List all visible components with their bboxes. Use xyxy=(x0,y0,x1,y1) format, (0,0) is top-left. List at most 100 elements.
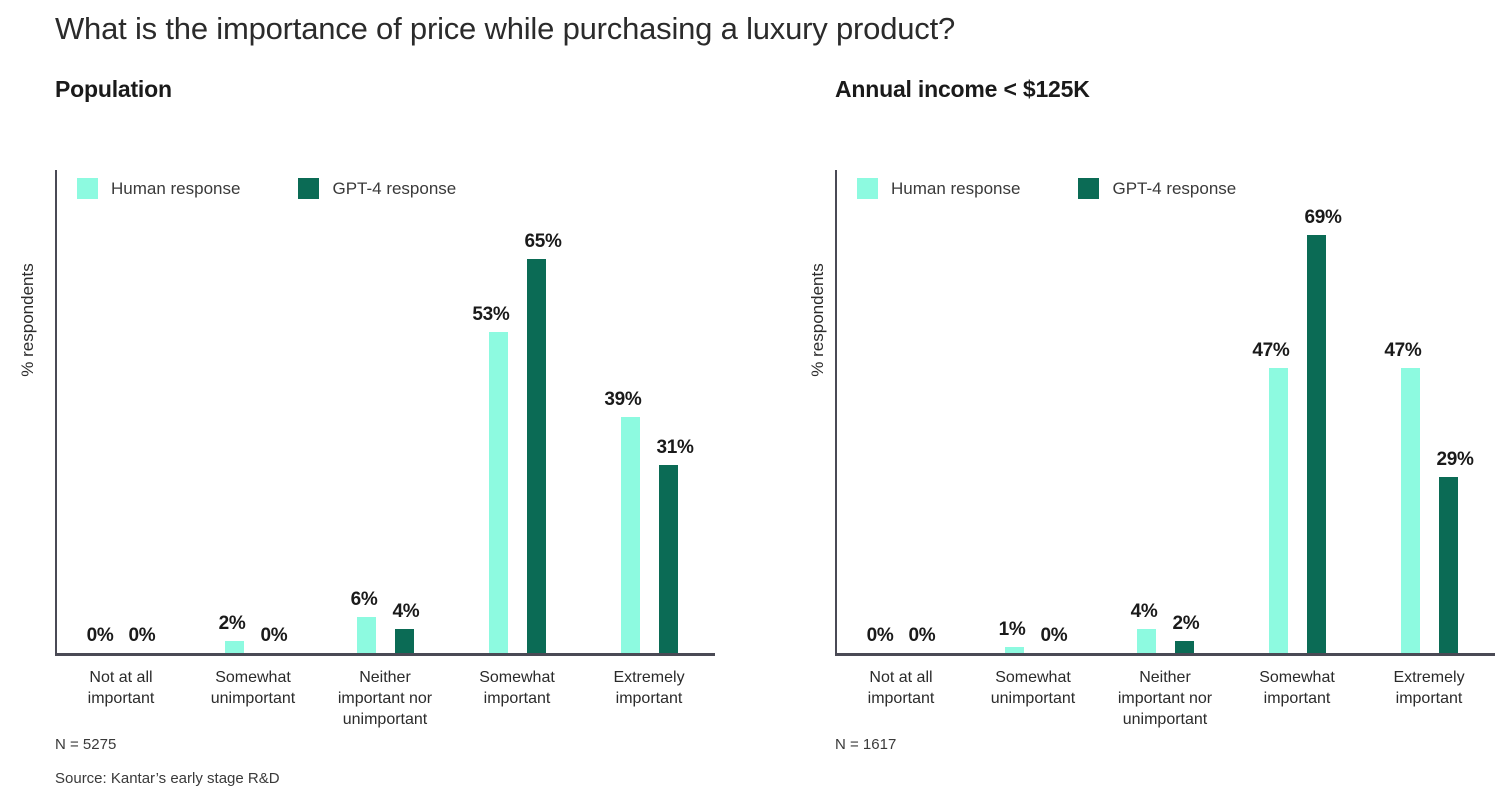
bar-value-label: 0% xyxy=(260,625,288,646)
x-tick-label: Neither important nor unimportant xyxy=(337,669,433,728)
bar-human[interactable]: 47% xyxy=(1252,170,1290,653)
bar-rect[interactable] xyxy=(1004,647,1024,653)
bar-human[interactable]: 0% xyxy=(867,170,894,653)
y-axis-line xyxy=(55,170,57,656)
bar-group: 47% 29% xyxy=(1363,170,1495,653)
bar-human[interactable]: 53% xyxy=(472,170,510,653)
footnote-sample-size: N = 5275 xyxy=(55,736,117,753)
bar-value-label: 29% xyxy=(1436,449,1474,470)
bar-group: 53% 65% xyxy=(451,170,583,653)
bar-value-label: 0% xyxy=(1040,625,1068,646)
bar-value-label: 4% xyxy=(1130,601,1158,622)
bar-pair: 47% 29% xyxy=(1363,170,1495,653)
bar-value-label: 47% xyxy=(1252,340,1290,361)
legend-swatch-icon-human xyxy=(77,178,98,199)
legend-swatch-icon-gpt xyxy=(1078,178,1100,199)
legend-label-gpt: GPT-4 response xyxy=(1112,178,1237,198)
bar-pair: 2% 0% xyxy=(187,170,319,653)
legend-item-human[interactable]: Human response xyxy=(857,178,1020,199)
chart-panel-annual-income: Annual income < $125K % respondents Huma… xyxy=(780,0,1500,800)
x-tick-labels: Not at all important Somewhat unimportant Ne… xyxy=(835,659,1495,730)
bar-pair: 0% 0% xyxy=(55,170,187,653)
bar-human[interactable]: 4% xyxy=(1131,170,1158,653)
panel-heading: Annual income < $125K xyxy=(835,76,1090,102)
bar-gpt[interactable]: 65% xyxy=(525,170,562,653)
bar-value-label: 47% xyxy=(1384,340,1422,361)
bar-value-label: 65% xyxy=(524,231,562,252)
legend-label-gpt: GPT-4 response xyxy=(332,178,457,198)
bar-human[interactable]: 39% xyxy=(604,170,642,653)
bar-value-label: 4% xyxy=(392,601,420,622)
y-axis-label: % respondents xyxy=(808,263,827,377)
bar-rect[interactable] xyxy=(620,417,640,653)
y-axis-line xyxy=(835,170,837,656)
bar-group: 47% 69% xyxy=(1231,170,1363,653)
x-axis-line xyxy=(55,653,715,656)
legend-item-gpt[interactable]: GPT-4 response xyxy=(1078,178,1236,199)
bar-pair: 39% 31% xyxy=(583,170,715,653)
bar-rect[interactable] xyxy=(394,629,414,653)
footnote-sample-size: N = 1617 xyxy=(835,736,897,753)
x-tick-label: Somewhat unimportant xyxy=(210,669,296,707)
bar-value-label: 0% xyxy=(866,625,894,646)
bar-rect[interactable] xyxy=(356,617,376,653)
x-tick-label: Extremely important xyxy=(613,669,685,707)
bar-pair: 4% 2% xyxy=(1099,170,1231,653)
plot-area: Human response GPT-4 response 0% 0% 2% 0% 6%… xyxy=(55,170,715,728)
bar-group: 39% 31% xyxy=(583,170,715,653)
bar-value-label: 53% xyxy=(472,304,510,325)
bar-value-label: 0% xyxy=(128,625,156,646)
bar-rect[interactable] xyxy=(1136,629,1156,653)
bar-rect[interactable] xyxy=(658,465,678,653)
bar-rect[interactable] xyxy=(224,641,244,653)
chart-panel-population: Population % respondents Human response … xyxy=(0,0,750,800)
bar-rect[interactable] xyxy=(1438,477,1458,653)
bar-gpt[interactable]: 0% xyxy=(129,170,156,653)
bar-rect[interactable] xyxy=(1268,368,1288,653)
footnotes: N = 5275 Source: Kantar’s early stage R&… xyxy=(55,736,280,804)
bar-gpt[interactable]: 4% xyxy=(393,170,420,653)
page-title: What is the importance of price while pu… xyxy=(55,11,956,46)
legend-item-human[interactable]: Human response xyxy=(77,178,240,199)
legend-label-human: Human response xyxy=(111,178,241,198)
bar-gpt[interactable]: 0% xyxy=(1041,170,1068,653)
footnotes: N = 1617 xyxy=(835,736,896,770)
legend: Human response GPT-4 response xyxy=(857,178,1236,199)
bar-gpt[interactable]: 0% xyxy=(261,170,288,653)
bar-pair: 47% 69% xyxy=(1231,170,1363,653)
bar-gpt[interactable]: 69% xyxy=(1305,170,1342,653)
bar-gpt[interactable]: 2% xyxy=(1173,170,1200,653)
bar-human[interactable]: 2% xyxy=(219,170,246,653)
bar-rect[interactable] xyxy=(526,259,546,653)
bar-value-label: 0% xyxy=(86,625,114,646)
legend-item-gpt[interactable]: GPT-4 response xyxy=(298,178,456,199)
bar-pair: 6% 4% xyxy=(319,170,451,653)
bar-group: 2% 0% xyxy=(187,170,319,653)
legend-swatch-icon-gpt xyxy=(298,178,320,199)
bar-value-label: 2% xyxy=(1172,613,1200,634)
bar-rect[interactable] xyxy=(1400,368,1420,653)
x-axis-line xyxy=(835,653,1495,656)
x-tick-label: Not at all important xyxy=(87,669,155,707)
bar-rect[interactable] xyxy=(1306,235,1326,653)
bar-group: 4% 2% xyxy=(1099,170,1231,653)
bar-value-label: 69% xyxy=(1304,207,1342,228)
bar-gpt[interactable]: 29% xyxy=(1437,170,1474,653)
bar-value-label: 39% xyxy=(604,389,642,410)
bar-gpt[interactable]: 0% xyxy=(909,170,936,653)
bar-human[interactable]: 0% xyxy=(87,170,114,653)
bar-pair: 53% 65% xyxy=(451,170,583,653)
bar-gpt[interactable]: 31% xyxy=(657,170,694,653)
footnote-source: Source: Kantar’s early stage R&D xyxy=(55,770,280,787)
bar-human[interactable]: 47% xyxy=(1384,170,1422,653)
bar-human[interactable]: 6% xyxy=(351,170,378,653)
bar-group: 0% 0% xyxy=(835,170,967,653)
bar-value-label: 0% xyxy=(908,625,936,646)
panel-heading: Population xyxy=(55,76,172,102)
bar-rect[interactable] xyxy=(488,332,508,653)
bar-value-label: 1% xyxy=(998,619,1026,640)
bar-human[interactable]: 1% xyxy=(999,170,1026,653)
bar-group: 6% 4% xyxy=(319,170,451,653)
bar-rect[interactable] xyxy=(1174,641,1194,653)
bar-group: 1% 0% xyxy=(967,170,1099,653)
